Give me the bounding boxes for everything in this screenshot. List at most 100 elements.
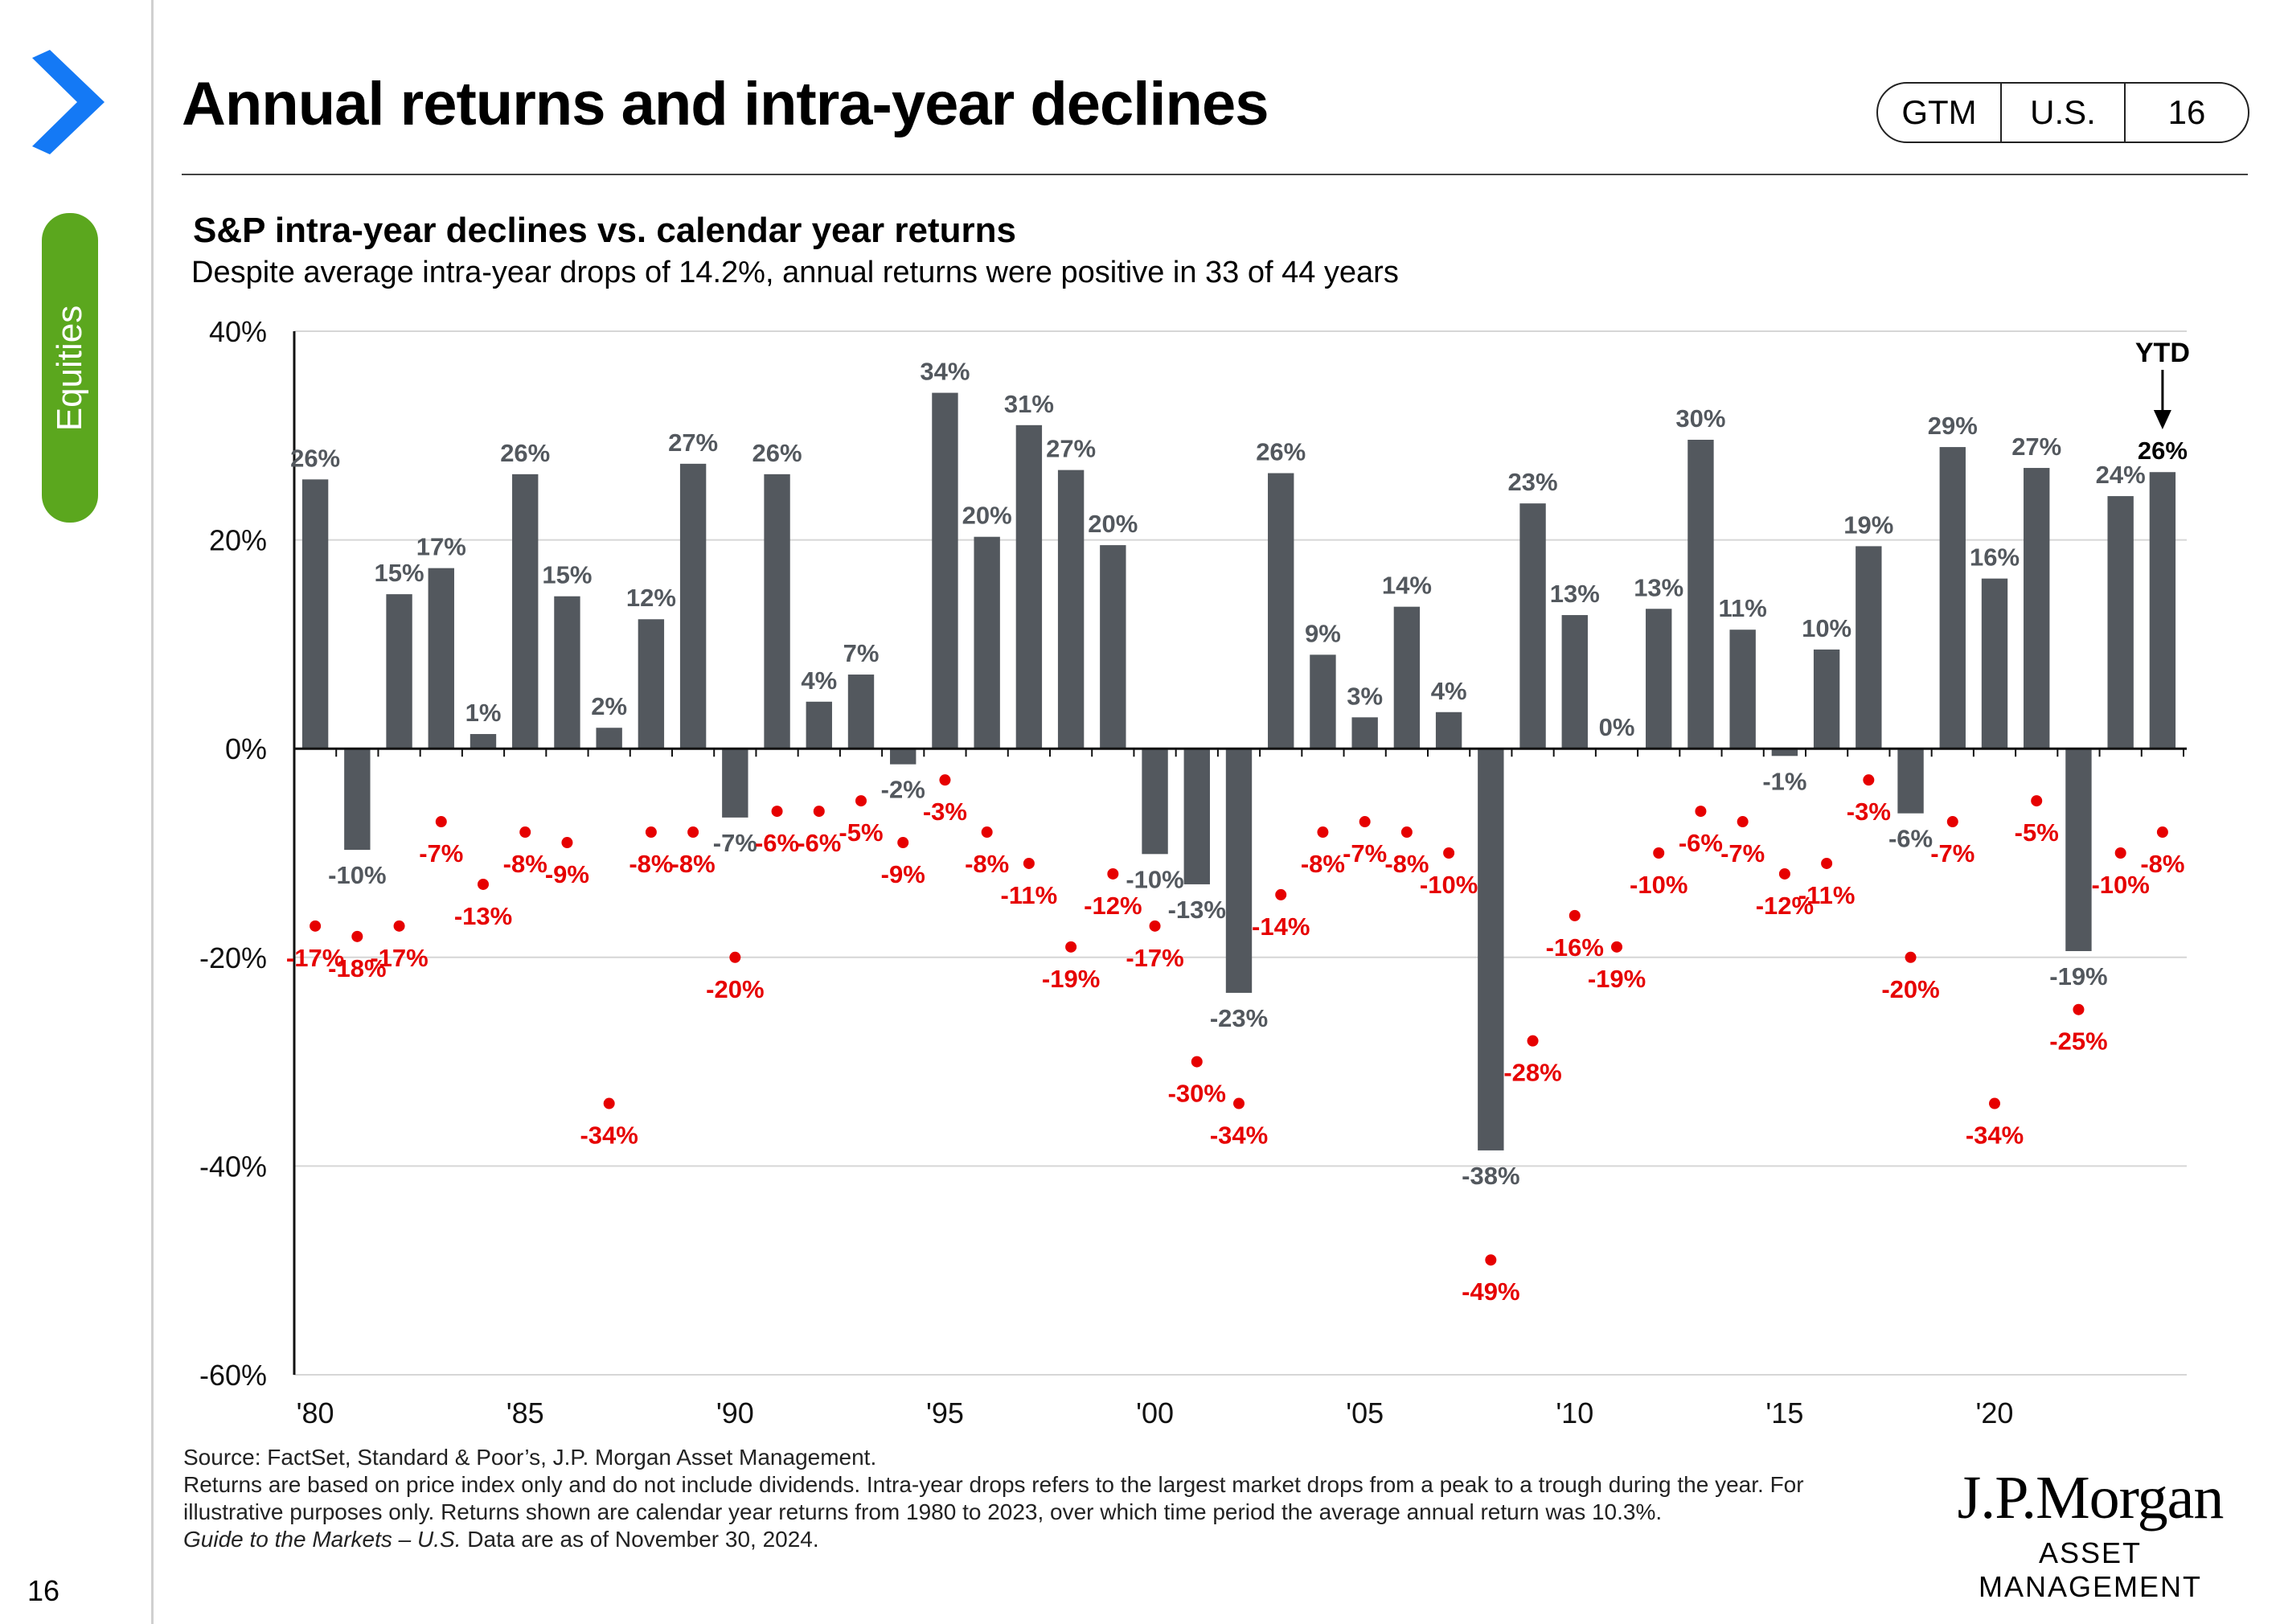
bar-value-label: 11%: [1718, 594, 1766, 622]
bar-value-label: 23%: [1508, 468, 1558, 496]
decline-label: -6%: [755, 829, 799, 857]
sidebar-tab-equities[interactable]: Equities: [42, 213, 98, 523]
ytd-arrow-head: [2153, 410, 2171, 429]
bar: [847, 675, 875, 749]
bar: [596, 728, 622, 749]
footnote-guide: Guide to the Markets – U.S. Data are as …: [183, 1526, 1880, 1553]
decline-dot: [1275, 888, 1287, 900]
bar: [2024, 468, 2050, 749]
decline-label: -8%: [503, 850, 547, 878]
decline-dot: [939, 774, 951, 786]
decline-dot: [855, 795, 867, 807]
decline-dot: [1569, 909, 1581, 921]
decline-dot: [813, 806, 825, 818]
bar: [1142, 748, 1168, 855]
decline-dot: [687, 826, 699, 839]
bar-value-label: 9%: [1305, 619, 1341, 647]
bar: [1813, 649, 1840, 749]
bar-value-label: 1%: [465, 699, 502, 727]
x-tick-label: '20: [1976, 1396, 2014, 1429]
decline-dot: [1023, 857, 1035, 869]
bar: [1771, 748, 1798, 757]
guide-date: Data are as of November 30, 2024.: [467, 1527, 819, 1552]
guide-title: Guide to the Markets – U.S.: [183, 1527, 461, 1552]
bar: [1393, 606, 1421, 749]
bar: [470, 734, 497, 749]
bar: [974, 536, 1000, 749]
bar: [1646, 609, 1672, 749]
decline-dot: [2114, 847, 2126, 859]
decline-label: -30%: [1168, 1080, 1226, 1108]
bar: [638, 619, 665, 749]
decline-label: -34%: [1966, 1122, 2024, 1150]
bar-value-label: 27%: [668, 429, 718, 457]
decline-dot: [981, 826, 993, 839]
decline-label: -8%: [965, 850, 1009, 878]
decline-dot: [1107, 867, 1119, 880]
decline-dot: [2031, 795, 2043, 807]
y-tick-label: -20%: [199, 941, 267, 974]
decline-dot: [1611, 941, 1622, 953]
decline-label: -34%: [580, 1122, 638, 1150]
decline-dot: [1149, 920, 1161, 932]
decline-label: -7%: [419, 839, 463, 867]
bar: [1268, 473, 1294, 749]
decline-dot: [729, 951, 741, 963]
bar: [1939, 447, 1966, 749]
decline-dot: [1946, 816, 1958, 828]
bar: [1561, 615, 1588, 749]
decline-label: -25%: [2049, 1027, 2107, 1056]
bar-value-label: 34%: [920, 358, 970, 386]
decline-label: -9%: [881, 860, 925, 888]
bar-value-label: 13%: [1550, 580, 1600, 608]
x-tick-label: '15: [1765, 1396, 1803, 1429]
bar: [554, 596, 580, 749]
logo-name: J.P.Morgan: [1957, 1464, 2225, 1532]
decline-dot: [1317, 826, 1329, 839]
decline-dot: [2073, 1003, 2085, 1015]
bar: [1981, 578, 2008, 749]
bar: [1100, 545, 1126, 749]
bar-value-label: 26%: [290, 444, 340, 472]
bar: [1183, 748, 1210, 884]
bar-value-label: -10%: [1126, 865, 1183, 893]
bar: [301, 479, 329, 749]
decline-label: -49%: [1462, 1277, 1519, 1306]
decline-dot: [771, 806, 783, 818]
bar: [386, 594, 412, 749]
jpmorgan-logo: J.P.Morgan ASSET MANAGEMENT: [1933, 1463, 2248, 1604]
bar-value-label: 27%: [2011, 433, 2061, 461]
bar: [344, 748, 371, 851]
y-tick-label: -60%: [199, 1359, 267, 1392]
decline-label: -34%: [1210, 1122, 1268, 1150]
decline-dot: [1821, 857, 1833, 869]
bar: [890, 748, 917, 765]
decline-label: -11%: [1001, 881, 1058, 909]
badge-gtm: GTM: [1901, 93, 1977, 131]
decline-dot: [1359, 816, 1371, 828]
decline-label: -17%: [286, 944, 344, 972]
bar-value-label: 24%: [2096, 461, 2146, 489]
decline-dot: [1863, 774, 1875, 786]
decline-label: -10%: [1630, 871, 1687, 899]
ytd-label: YTD: [2135, 338, 2190, 368]
decline-label: -13%: [454, 902, 512, 930]
bar-value-label: 26%: [1256, 438, 1306, 466]
bar-value-label: -7%: [713, 829, 757, 857]
bar-value-label: 3%: [1347, 682, 1383, 710]
bar-value-label: 19%: [1843, 511, 1893, 539]
y-tick-label: 20%: [209, 524, 267, 557]
bar-value-label: -2%: [881, 776, 925, 804]
bar-value-label: 20%: [962, 502, 1012, 530]
gtm-badge: GTM U.S. 16: [1876, 82, 2249, 143]
bar: [1015, 424, 1043, 749]
bar: [2149, 472, 2176, 749]
decline-dot: [1233, 1097, 1245, 1109]
bar: [722, 748, 748, 818]
decline-dot: [1191, 1056, 1203, 1068]
x-tick-label: '05: [1346, 1396, 1384, 1429]
bar: [1351, 717, 1378, 749]
decline-dot: [1905, 951, 1917, 963]
decline-dot: [351, 930, 363, 942]
bar-value-label: 27%: [1046, 435, 1096, 463]
